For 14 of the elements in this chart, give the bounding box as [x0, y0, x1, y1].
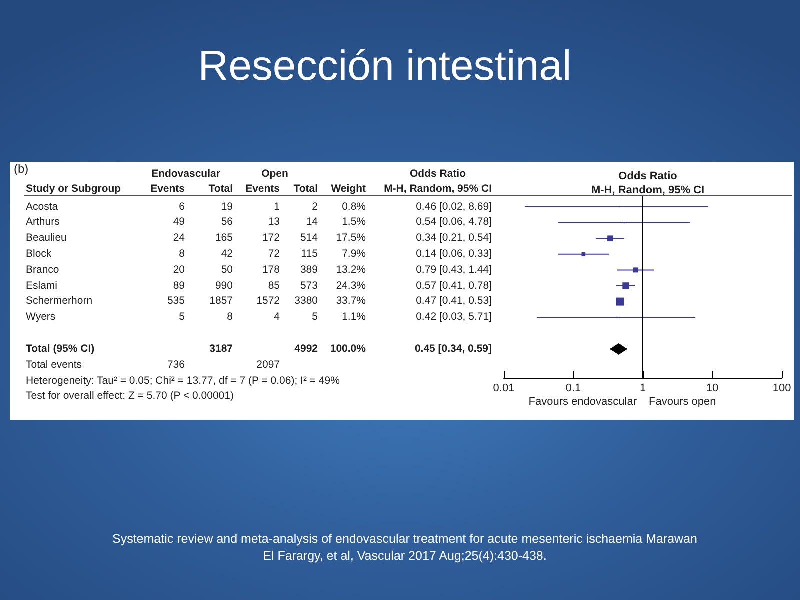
- category-label: Beaulieu: [26, 231, 67, 246]
- text: Study or Subgroup: [26, 182, 122, 196]
- category-label: Arthurs: [26, 215, 60, 230]
- category-label: Total (95% CI): [26, 342, 95, 357]
- category-label: Acosta: [26, 200, 58, 214]
- category-label: Total events: [26, 358, 82, 372]
- category-label: Wyers: [26, 310, 56, 326]
- category-label: Eslami: [26, 278, 58, 294]
- category-label: Block: [26, 246, 52, 262]
- category-label: Schermerhorn: [26, 294, 93, 310]
- text: (b): [14, 162, 29, 177]
- x-tick-label: 100: [772, 382, 792, 395]
- category-label: Branco: [26, 262, 60, 278]
- text: Resección intestinal: [197, 42, 573, 90]
